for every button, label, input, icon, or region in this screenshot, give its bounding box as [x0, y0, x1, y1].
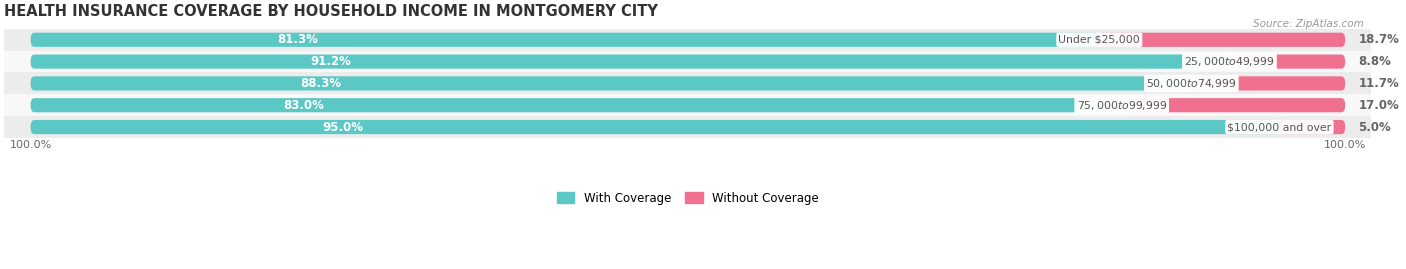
FancyBboxPatch shape	[1122, 98, 1346, 112]
Text: 81.3%: 81.3%	[277, 33, 318, 46]
FancyBboxPatch shape	[4, 94, 1371, 116]
FancyBboxPatch shape	[31, 55, 1229, 69]
Text: 5.0%: 5.0%	[1358, 121, 1391, 133]
Text: 83.0%: 83.0%	[283, 99, 323, 112]
Text: Source: ZipAtlas.com: Source: ZipAtlas.com	[1253, 19, 1364, 29]
FancyBboxPatch shape	[4, 51, 1371, 73]
FancyBboxPatch shape	[4, 116, 1371, 138]
FancyBboxPatch shape	[31, 76, 1191, 90]
Legend: With Coverage, Without Coverage: With Coverage, Without Coverage	[553, 187, 824, 210]
Text: Under $25,000: Under $25,000	[1059, 35, 1140, 45]
Text: HEALTH INSURANCE COVERAGE BY HOUSEHOLD INCOME IN MONTGOMERY CITY: HEALTH INSURANCE COVERAGE BY HOUSEHOLD I…	[4, 4, 658, 19]
FancyBboxPatch shape	[31, 120, 1279, 134]
FancyBboxPatch shape	[1099, 33, 1346, 47]
Text: 88.3%: 88.3%	[301, 77, 342, 90]
Text: 11.7%: 11.7%	[1358, 77, 1399, 90]
FancyBboxPatch shape	[1279, 120, 1346, 134]
FancyBboxPatch shape	[4, 73, 1371, 94]
Text: 18.7%: 18.7%	[1358, 33, 1399, 46]
Text: 95.0%: 95.0%	[322, 121, 363, 133]
FancyBboxPatch shape	[1229, 55, 1346, 69]
Text: $25,000 to $49,999: $25,000 to $49,999	[1184, 55, 1275, 68]
FancyBboxPatch shape	[4, 29, 1371, 51]
Text: 91.2%: 91.2%	[309, 55, 350, 68]
FancyBboxPatch shape	[31, 98, 1122, 112]
Text: $50,000 to $74,999: $50,000 to $74,999	[1146, 77, 1236, 90]
FancyBboxPatch shape	[1191, 76, 1346, 90]
Text: $100,000 and over: $100,000 and over	[1227, 122, 1331, 132]
Text: 8.8%: 8.8%	[1358, 55, 1391, 68]
Text: $75,000 to $99,999: $75,000 to $99,999	[1077, 99, 1167, 112]
Text: 100.0%: 100.0%	[1324, 140, 1367, 150]
FancyBboxPatch shape	[31, 33, 1099, 47]
Text: 17.0%: 17.0%	[1358, 99, 1399, 112]
Text: 100.0%: 100.0%	[10, 140, 52, 150]
